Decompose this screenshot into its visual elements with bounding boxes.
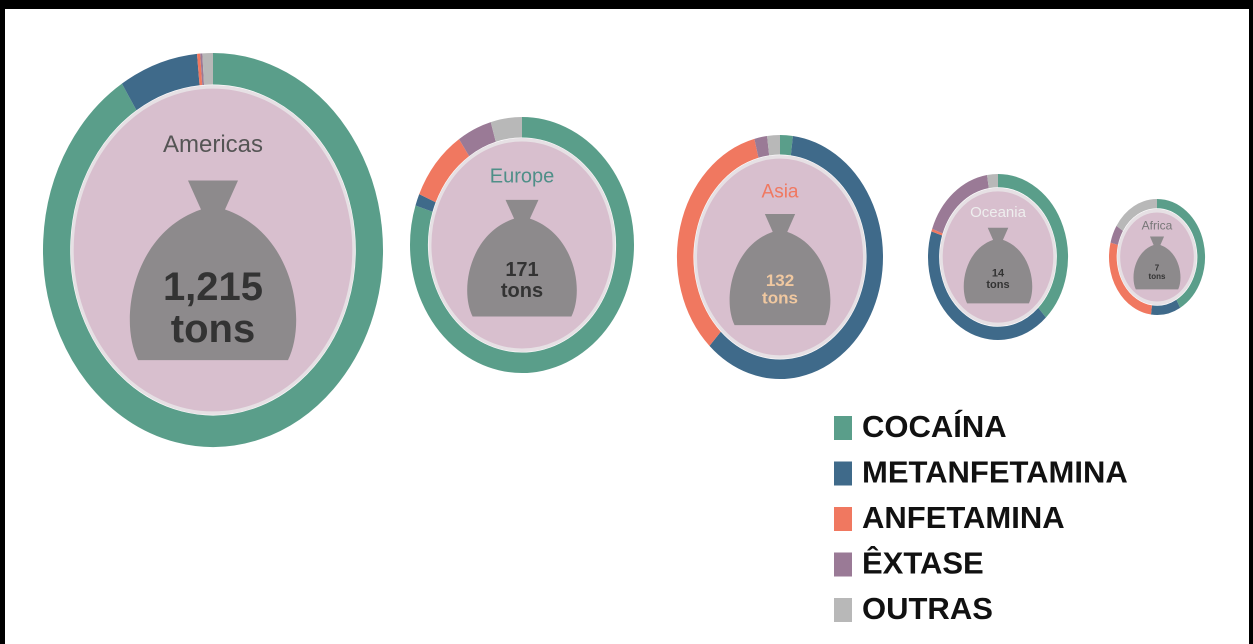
donut-segment <box>709 135 883 379</box>
donut <box>410 116 634 373</box>
border-left <box>0 0 5 644</box>
bag-icon <box>129 180 297 361</box>
donut-segment <box>931 228 943 236</box>
donut-segment <box>1150 299 1181 315</box>
region-label: Africa <box>1142 218 1173 232</box>
donut-segment <box>767 135 781 156</box>
legend-label: ANFETAMINA <box>862 500 1065 535</box>
donut-segment <box>1110 225 1124 246</box>
legend-label: METANFETAMINA <box>862 455 1128 490</box>
center-label: tons <box>762 289 798 308</box>
donut-segment <box>779 135 793 156</box>
donut <box>43 53 383 447</box>
donut-segment <box>419 139 470 203</box>
center-label: 1,215 <box>163 265 263 309</box>
donut-segment <box>490 116 523 142</box>
donut-segment <box>1156 199 1205 308</box>
center-label: tons <box>501 280 543 302</box>
center-label: 7 <box>1155 264 1160 273</box>
region-label: Asia <box>762 181 799 202</box>
donut-segment <box>410 117 634 373</box>
donut-segment <box>121 53 200 111</box>
legend-label: OUTRAS <box>862 591 993 626</box>
center-label: tons <box>1149 272 1166 281</box>
bag-icon <box>729 213 831 326</box>
bag-icon <box>1133 236 1181 290</box>
donut-segment <box>932 175 990 234</box>
donut-segment <box>928 231 1046 340</box>
donut-segment <box>677 138 759 346</box>
bag-icon <box>963 227 1033 304</box>
donut-segment <box>754 135 770 158</box>
center-label: 132 <box>766 271 794 290</box>
center-label: tons <box>171 307 255 351</box>
region-label: Oceania <box>970 204 1027 221</box>
donut-segment <box>1116 198 1158 232</box>
donut-segment <box>1109 242 1153 315</box>
bag-icon <box>467 199 577 317</box>
center-label: 14 <box>992 268 1005 280</box>
donut <box>928 174 1068 340</box>
donut-segment <box>997 174 1068 318</box>
legend-label: COCAÍNA <box>862 409 1007 444</box>
region-label: Europe <box>490 165 555 187</box>
legend-swatch <box>834 552 852 577</box>
legend-swatch <box>834 507 852 531</box>
legend-label: ÊXTASE <box>862 545 984 581</box>
center-label: 171 <box>505 259 538 281</box>
donut <box>677 135 883 379</box>
donut <box>1109 198 1205 315</box>
donut-segment <box>415 194 436 212</box>
legend-swatch <box>834 461 852 486</box>
legend-swatch <box>834 598 852 622</box>
donut-segment <box>459 122 497 157</box>
donut-segment <box>987 174 999 189</box>
border-right <box>1249 0 1253 644</box>
border-top <box>0 0 1253 9</box>
donut-segment <box>43 53 383 447</box>
legend-swatch <box>834 416 852 440</box>
center-label: tons <box>986 279 1009 291</box>
region-label: Americas <box>163 131 263 158</box>
